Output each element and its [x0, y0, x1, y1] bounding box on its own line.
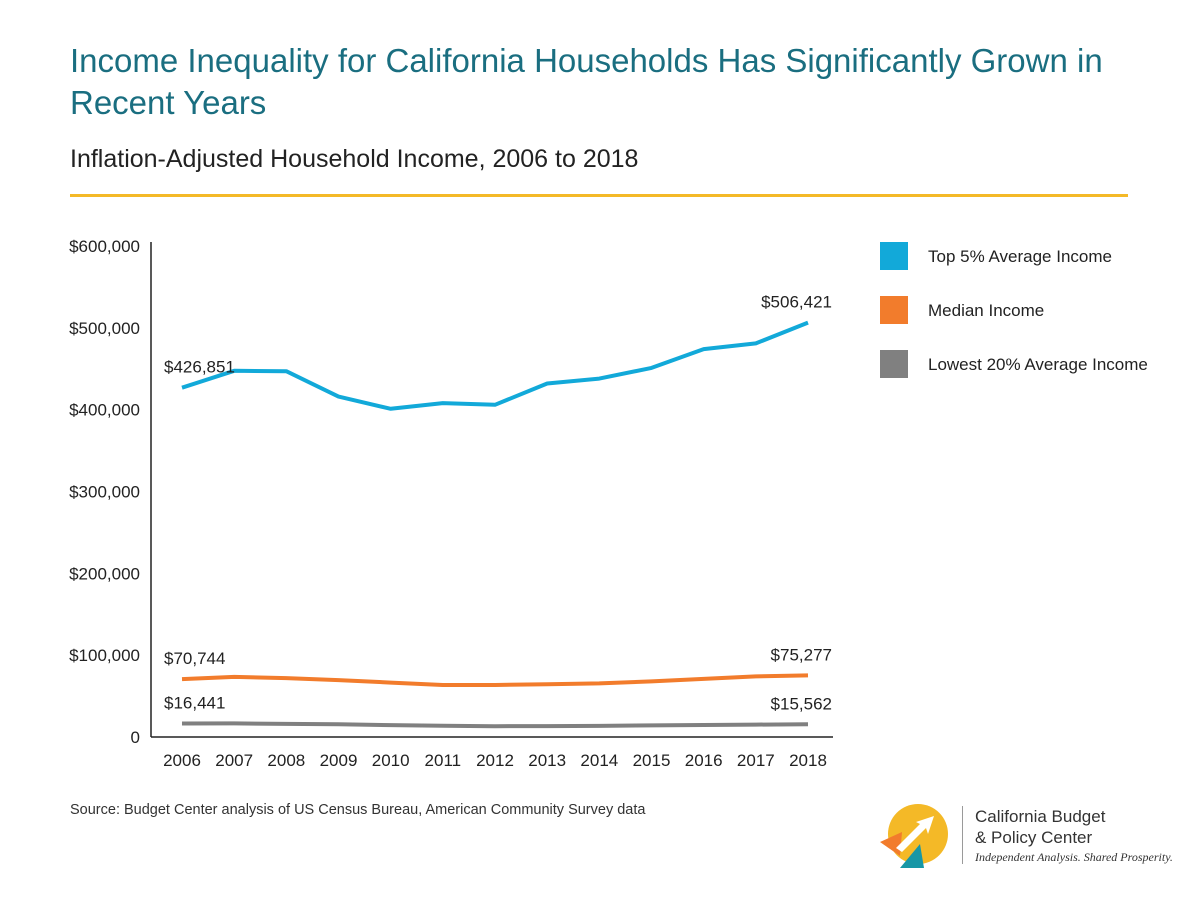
legend-label-top5: Top 5% Average Income [928, 247, 1112, 266]
series-line-lowest20 [181, 721, 809, 729]
x-tick-label: 2011 [425, 751, 462, 770]
legend-swatch-median [880, 296, 908, 324]
data-label-lowest20: $15,562 [771, 694, 832, 713]
series-line-top5 [181, 320, 809, 411]
data-label-top5: $426,851 [164, 358, 235, 377]
legend-item-top5: Top 5% Average Income [880, 242, 1170, 296]
y-tick-label: 0 [131, 728, 140, 747]
y-tick-label: $600,000 [69, 237, 140, 256]
y-tick-label: $300,000 [69, 483, 140, 502]
legend-label-lowest20: Lowest 20% Average Income [928, 355, 1148, 374]
y-tick-label: $400,000 [69, 401, 140, 420]
legend-swatch-lowest20 [880, 350, 908, 378]
x-tick-label: 2007 [215, 751, 253, 770]
x-tick-label: 2015 [633, 751, 671, 770]
chart-title: Income Inequality for California Househo… [70, 42, 1103, 121]
title-divider [70, 194, 1128, 197]
data-label-median: $70,744 [164, 649, 225, 668]
logo-divider [962, 806, 963, 864]
x-tick-label: 2017 [737, 751, 775, 770]
line-chart: 0 $100,000 $200,000 $300,000 $400,000 $500,00… [69, 237, 833, 770]
data-label-top5: $506,421 [761, 293, 832, 312]
x-tick-label: 2013 [528, 751, 566, 770]
data-label-median: $75,277 [771, 645, 832, 664]
x-tick-label: 2006 [163, 751, 201, 770]
logo-name-line2: & Policy Center [975, 828, 1093, 847]
x-tick-label: 2016 [685, 751, 723, 770]
legend: Top 5% Average Income Median Income Lowe… [880, 242, 1170, 410]
series-line-median [181, 673, 809, 687]
legend-label-median: Median Income [928, 301, 1045, 320]
x-tick-label: 2008 [267, 751, 305, 770]
chart-subtitle: Inflation-Adjusted Household Income, 200… [70, 145, 639, 173]
data-label-lowest20: $16,441 [164, 694, 225, 713]
source-note: Source: Budget Center analysis of US Cen… [70, 802, 646, 818]
logo-tagline: Independent Analysis. Shared Prosperity. [975, 850, 1173, 864]
logo-mark-icon [880, 804, 948, 868]
x-tick-label: 2009 [320, 751, 358, 770]
logo-name: California Budget & Policy Center [975, 806, 1105, 848]
legend-swatch-top5 [880, 242, 908, 270]
logo-name-line1: California Budget [975, 807, 1106, 826]
x-tick-label: 2018 [789, 751, 827, 770]
x-tick-label: 2014 [580, 751, 618, 770]
legend-item-median: Median Income [880, 296, 1170, 350]
x-tick-label: 2010 [372, 751, 410, 770]
legend-item-lowest20: Lowest 20% Average Income [880, 350, 1170, 410]
organization-logo: California Budget & Policy Center Indepe… [872, 798, 1173, 878]
y-tick-label: $200,000 [69, 564, 140, 583]
x-tick-label: 2012 [476, 751, 514, 770]
y-tick-label: $100,000 [69, 646, 140, 665]
y-tick-label: $500,000 [69, 319, 140, 338]
